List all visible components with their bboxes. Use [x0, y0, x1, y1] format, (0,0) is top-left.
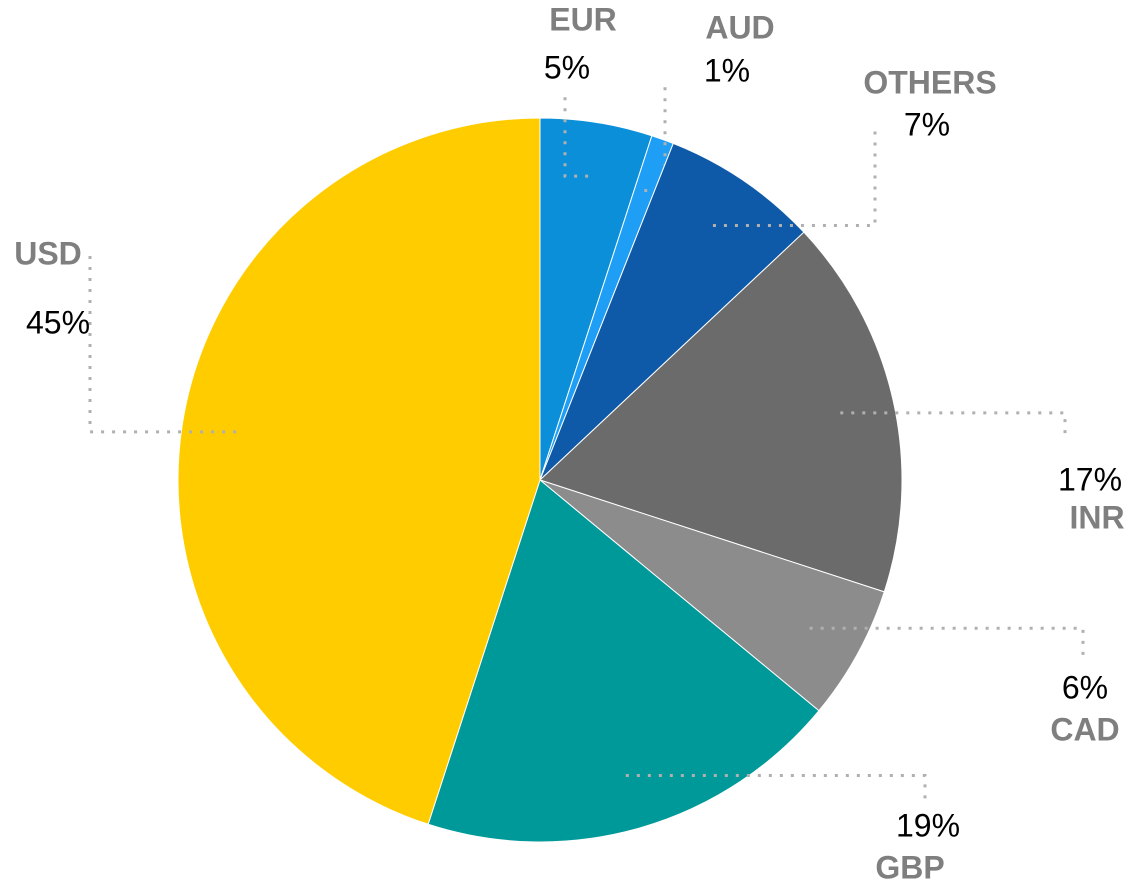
pie-slice [177, 117, 541, 825]
slice-name: AUD [705, 9, 774, 45]
slice-percent: 17% [1058, 461, 1122, 497]
pie-slice [427, 479, 820, 843]
slice-name: GBP [875, 849, 944, 885]
leader-line [625, 773, 927, 800]
slice-name: CAD [1050, 711, 1119, 747]
pie-slice [539, 231, 903, 593]
leader-line [840, 411, 1067, 440]
pie-slice [539, 479, 885, 712]
slice-percent: 6% [1062, 669, 1108, 705]
slice-percent: 7% [904, 106, 950, 142]
slice-percent: 45% [26, 304, 90, 340]
slice-name: OTHERS [863, 64, 996, 100]
slice-percent: 5% [544, 49, 590, 85]
slice-name: INR [1069, 499, 1124, 535]
slice-name: USD [14, 235, 82, 271]
slice-name: EUR [549, 1, 617, 37]
leader-line [563, 95, 589, 178]
leader-line [88, 252, 237, 434]
slice-percent: 1% [704, 52, 750, 88]
slice-percent: 19% [896, 807, 960, 843]
pie-slice [539, 142, 805, 481]
